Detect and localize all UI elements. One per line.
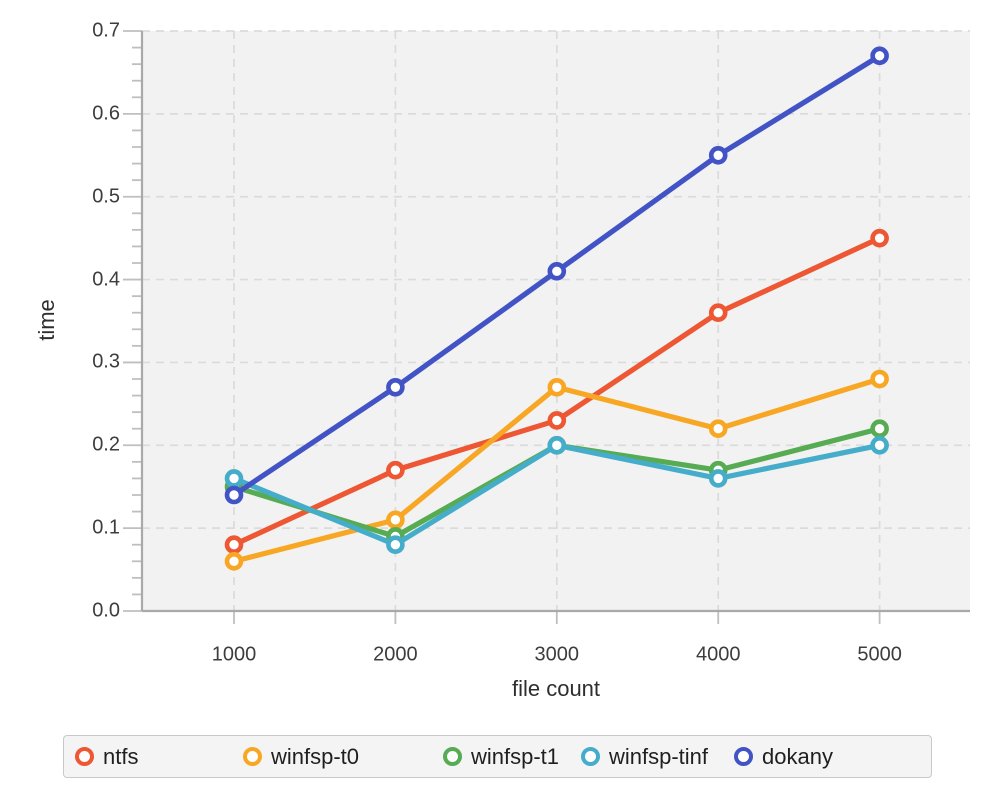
legend-item-ntfs: ntfs: [75, 744, 138, 770]
data-point-marker: [386, 535, 405, 555]
data-point-marker: [870, 435, 889, 455]
y-tick-label: 0.5: [92, 185, 120, 208]
data-point-marker: [386, 377, 405, 397]
data-point-marker: [547, 261, 567, 281]
y-tick-label: 0.0: [92, 599, 120, 622]
axis-ticks: [123, 30, 881, 624]
x-tick-label: 2000: [373, 643, 418, 666]
y-axis-title: time: [34, 299, 59, 341]
legend-label: winfsp-t0: [271, 743, 360, 769]
legend-marker-winfsp-tinf-icon: [581, 747, 600, 766]
data-point-marker: [708, 419, 728, 439]
legend-marker-winfsp-t0-icon: [243, 747, 262, 766]
legend-label: winfsp-t1: [471, 743, 560, 769]
series-dokany: [224, 46, 889, 505]
data-point-marker: [224, 535, 244, 555]
series-winfsp-t0: [224, 369, 889, 571]
legend-label: dokany: [762, 743, 833, 769]
legend-item-winfsp-t0: winfsp-t0: [243, 744, 359, 770]
x-tick-label: 5000: [857, 643, 902, 666]
x-tick-label: 1000: [211, 643, 257, 666]
data-point-marker: [870, 228, 889, 248]
data-point-marker: [870, 419, 889, 439]
legend-marker-winfsp-t1-icon: [443, 747, 462, 766]
y-tick-label: 0.2: [92, 433, 120, 456]
data-point-marker: [708, 145, 728, 165]
legend-marker-ntfs-icon: [75, 747, 94, 766]
data-point-marker: [547, 411, 567, 430]
data-point-marker: [386, 510, 405, 530]
data-point-marker: [224, 469, 244, 488]
y-tick-label: 0.1: [92, 516, 120, 539]
y-tick-label: 0.6: [92, 102, 120, 125]
x-axis-title: file count: [511, 676, 601, 701]
x-tick-label: 4000: [695, 643, 741, 666]
data-point-marker: [708, 303, 728, 323]
legend-item-dokany: dokany: [734, 744, 833, 770]
data-point-marker: [708, 469, 728, 488]
data-point-marker: [547, 377, 567, 397]
data-point-marker: [870, 46, 889, 66]
data-point-marker: [870, 369, 889, 389]
legend-marker-dokany-icon: [734, 747, 753, 766]
x-tick-label: 3000: [534, 643, 580, 666]
legend: ntfs winfsp-t0 winfsp-t1 winfsp-tinf dokany: [63, 735, 932, 778]
series-ntfs: [224, 228, 889, 555]
legend-item-winfsp-tinf: winfsp-tinf: [581, 744, 708, 770]
data-point-marker: [547, 435, 567, 455]
data-point-marker: [224, 551, 244, 571]
y-tick-label: 0.4: [92, 268, 120, 291]
y-tick-label: 0.7: [92, 19, 120, 42]
legend-label: ntfs: [103, 743, 139, 769]
legend-item-winfsp-t1: winfsp-t1: [443, 744, 559, 770]
data-point-marker: [224, 485, 244, 505]
data-point-marker: [386, 460, 405, 480]
y-tick-label: 0.3: [92, 350, 120, 373]
legend-label: winfsp-tinf: [609, 743, 709, 769]
series-winfsp-tinf: [224, 435, 889, 555]
